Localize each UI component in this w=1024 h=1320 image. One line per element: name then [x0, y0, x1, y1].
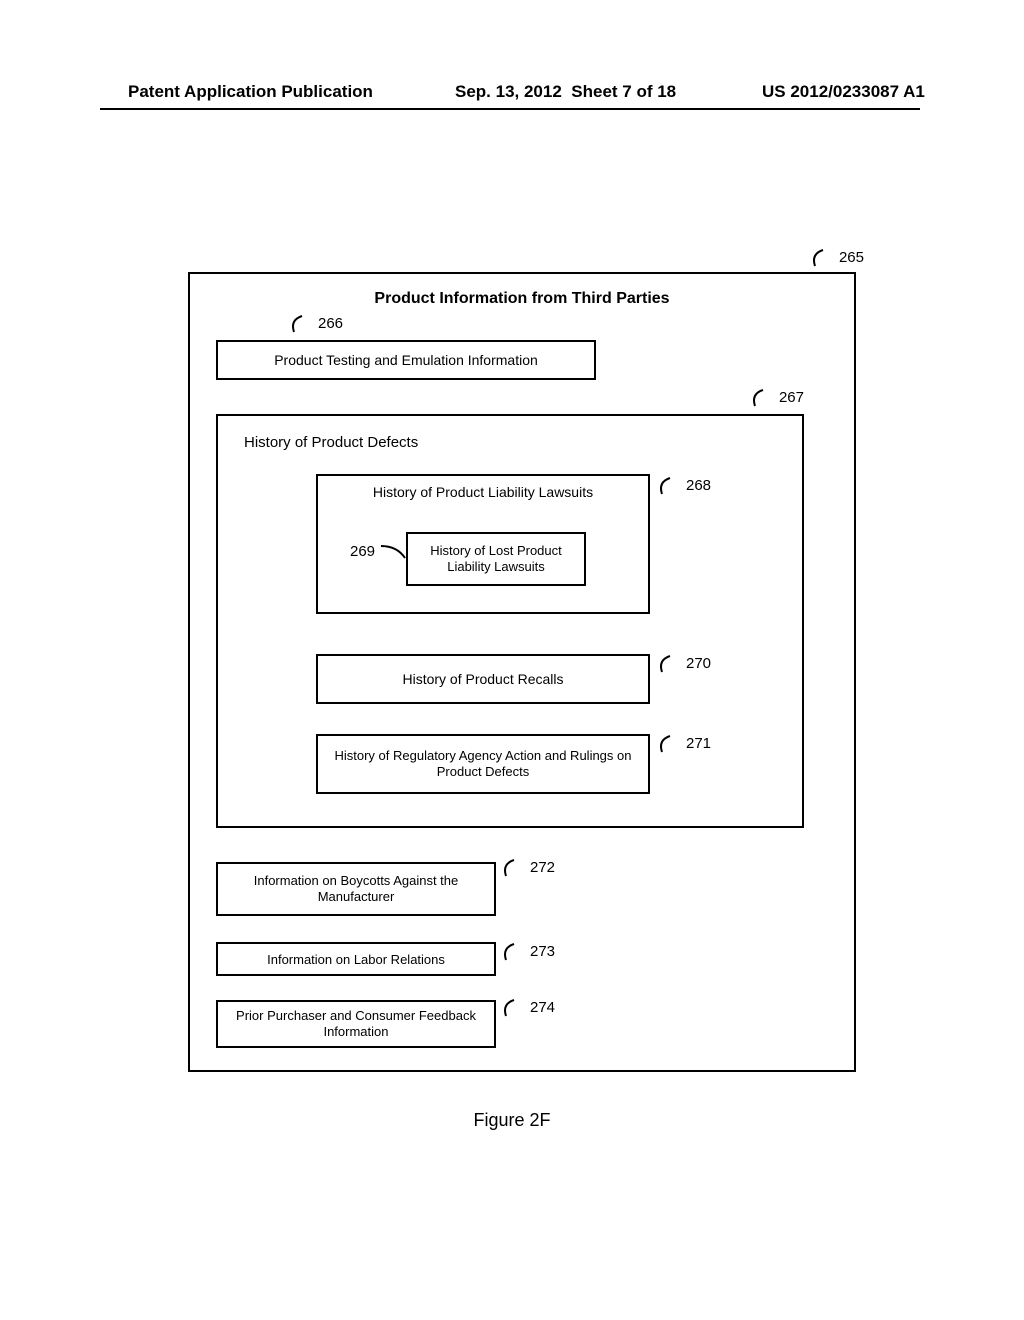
box-274-feedback: Prior Purchaser and Consumer Feedback In… [216, 1000, 496, 1048]
box-269-label: History of Lost Product Liability Lawsui… [418, 543, 574, 576]
ref-269-num: 269 [350, 543, 375, 560]
box-266-testing: Product Testing and Emulation Informatio… [216, 340, 596, 380]
ref-272-num: 272 [530, 859, 555, 876]
box-273-labor: Information on Labor Relations [216, 942, 496, 976]
ref-270-num: 270 [686, 655, 711, 672]
ref-266: 266 [288, 312, 343, 334]
ref-266-num: 266 [318, 315, 343, 332]
header-pubnum: US 2012/0233087 A1 [762, 82, 925, 102]
leader-arc-icon [749, 386, 775, 408]
ref-271: 271 [656, 732, 711, 754]
header-date-sheet: Sep. 13, 2012 Sheet 7 of 18 [455, 82, 676, 102]
ref-267-num: 267 [779, 389, 804, 406]
outer-title: Product Information from Third Parties [190, 290, 854, 308]
header-publication: Patent Application Publication [128, 82, 373, 102]
leader-arc-icon [656, 732, 682, 754]
ref-274: 274 [500, 996, 555, 1018]
box-270-label: History of Product Recalls [402, 671, 563, 687]
ref-267: 267 [749, 386, 804, 408]
leader-arc-icon [500, 940, 526, 962]
box-270-recalls: History of Product Recalls [316, 654, 650, 704]
leader-arc-icon [288, 312, 314, 334]
ref-273: 273 [500, 940, 555, 962]
ref-268-num: 268 [686, 477, 711, 494]
box-269-lost: History of Lost Product Liability Lawsui… [406, 532, 586, 586]
box-267-title: History of Product Defects [244, 434, 418, 451]
header-rule [100, 108, 920, 110]
box-271-label: History of Regulatory Agency Action and … [328, 748, 638, 781]
ref-274-num: 274 [530, 999, 555, 1016]
leader-arc-icon [500, 996, 526, 1018]
box-274-label: Prior Purchaser and Consumer Feedback In… [228, 1008, 484, 1041]
box-271-regulatory: History of Regulatory Agency Action and … [316, 734, 650, 794]
header-sheet: Sheet 7 of 18 [571, 82, 676, 101]
ref-271-num: 271 [686, 735, 711, 752]
ref-268: 268 [656, 474, 711, 496]
ref-265-num: 265 [839, 249, 864, 266]
box-266-label: Product Testing and Emulation Informatio… [274, 352, 538, 368]
ref-272: 272 [500, 856, 555, 878]
box-273-label: Information on Labor Relations [267, 952, 445, 967]
outer-box-265: Product Information from Third Parties 2… [188, 272, 856, 1072]
ref-273-num: 273 [530, 943, 555, 960]
figure-caption: Figure 2F [0, 1110, 1024, 1131]
ref-265: 265 [809, 246, 864, 268]
leader-arc-icon [500, 856, 526, 878]
box-268-label: History of Product Liability Lawsuits [318, 484, 648, 500]
leader-arc-icon [656, 652, 682, 674]
box-272-label: Information on Boycotts Against the Manu… [228, 873, 484, 906]
ref-270: 270 [656, 652, 711, 674]
box-272-boycotts: Information on Boycotts Against the Manu… [216, 862, 496, 916]
header-date: Sep. 13, 2012 [455, 82, 562, 101]
patent-page: Patent Application Publication Sep. 13, … [0, 0, 1024, 1320]
leader-arc-icon [379, 542, 409, 560]
leader-arc-icon [809, 246, 835, 268]
ref-269: 269 [350, 542, 409, 560]
leader-arc-icon [656, 474, 682, 496]
